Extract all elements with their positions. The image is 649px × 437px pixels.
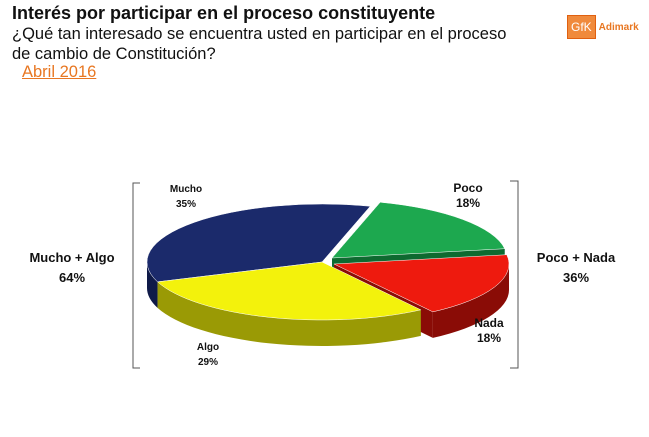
logo: GfK Adimark <box>567 15 639 39</box>
value-label: 35% <box>176 199 196 210</box>
slice <box>333 254 510 313</box>
slice-side <box>147 262 158 308</box>
value-label: 18% <box>477 331 501 345</box>
slice <box>331 201 506 259</box>
slice-label: Algo <box>197 342 219 353</box>
slice <box>146 203 371 283</box>
slice-side <box>432 264 509 338</box>
group-bracket <box>510 180 519 369</box>
slice-label: Mucho <box>170 184 202 195</box>
group-name: Poco + Nada <box>537 250 616 265</box>
group-bracket <box>132 182 140 369</box>
slice <box>156 261 422 321</box>
date: Abril 2016 <box>22 63 97 81</box>
slice-side <box>157 281 421 346</box>
slice-label: Nada <box>474 316 504 330</box>
group-label: 36% <box>563 270 589 285</box>
chart-title: Interés por participar en el proceso con… <box>12 3 436 23</box>
group-label: 64% <box>59 270 85 285</box>
slice-label: Poco <box>453 181 482 195</box>
value-label: 29% <box>198 357 218 368</box>
chart-subtitle: ¿Qué tan interesado se encuentra usted e… <box>12 25 507 63</box>
logo-name: Adimark <box>598 21 639 33</box>
value-label: 18% <box>456 196 480 210</box>
logo-brand: GfK <box>567 15 596 39</box>
group-name: Mucho + Algo <box>29 250 114 265</box>
